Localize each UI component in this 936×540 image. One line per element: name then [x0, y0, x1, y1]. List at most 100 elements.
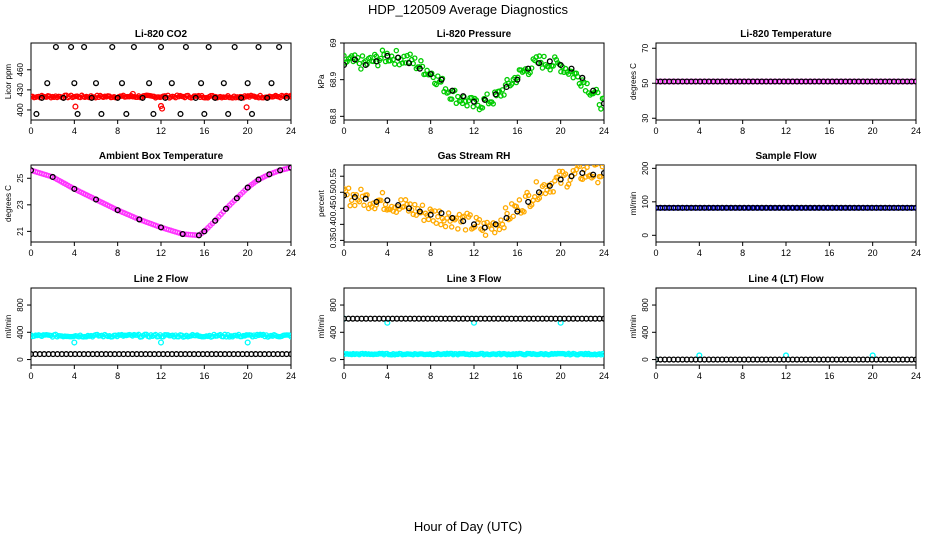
data-point [438, 210, 445, 217]
x-tick-label: 4 [72, 371, 77, 381]
data-point [192, 94, 199, 101]
data-point [416, 208, 423, 215]
x-tick-label: 20 [556, 126, 566, 136]
data-point [373, 202, 380, 208]
data-point [72, 103, 79, 110]
y-tick-label: 50 [641, 78, 650, 87]
data-point [205, 43, 212, 51]
data-point [464, 103, 470, 109]
data-point [370, 58, 376, 65]
data-point [427, 211, 434, 218]
data-point [399, 60, 406, 66]
x-tick-label: 16 [199, 371, 209, 381]
plot-area [344, 165, 604, 238]
data-point [499, 87, 506, 93]
data-point [599, 165, 604, 170]
data-point [449, 214, 456, 221]
data-point [546, 58, 553, 65]
plot-area [656, 204, 916, 211]
data-point [405, 208, 412, 214]
data-point [448, 96, 455, 102]
data-point [220, 80, 227, 87]
data-point [514, 76, 521, 83]
data-point [157, 224, 165, 231]
panel-4: Ambient Box Temperature degrees C 0 4 8 12 16 2… [4, 151, 296, 258]
data-point [536, 53, 543, 59]
panel-7: Line 2 Flow ml/min 0 4 8 12 16 20 24 0 400 800 [4, 274, 296, 381]
y-axis-label: ml/min [4, 315, 13, 339]
data-point [356, 60, 363, 67]
data-point [60, 94, 67, 101]
data-point [277, 167, 284, 174]
x-tick-label: 0 [341, 371, 346, 381]
data-point [157, 43, 165, 51]
data-point [351, 194, 358, 201]
data-point [590, 87, 597, 94]
data-point [130, 43, 137, 51]
data-point [444, 215, 450, 221]
data-point [388, 203, 395, 210]
x-tick-label: 12 [156, 126, 166, 136]
data-point [570, 74, 576, 81]
y-tick-label: 800 [329, 298, 338, 312]
plot-frame [655, 164, 917, 243]
data-point [521, 209, 527, 215]
data-point [541, 53, 547, 60]
y-tick-label: 21 [16, 226, 25, 235]
data-point [88, 94, 95, 101]
data-point [912, 204, 916, 211]
data-point [359, 53, 366, 59]
data-point [201, 228, 208, 235]
x-tick-label: 12 [781, 248, 791, 258]
data-point [533, 54, 540, 60]
data-point [600, 315, 604, 322]
data-point [384, 52, 391, 59]
data-point [596, 101, 603, 108]
x-tick-label: 20 [556, 371, 566, 381]
data-point [182, 43, 189, 51]
data-point [510, 213, 516, 220]
data-point [345, 185, 352, 191]
y-tick-label: 100 [641, 195, 650, 209]
data-point [225, 110, 232, 118]
data-point [139, 94, 146, 101]
y-tick-label: 430 [16, 83, 25, 97]
data-point [595, 89, 601, 96]
x-tick-label: 20 [243, 248, 253, 258]
data-point [452, 87, 458, 94]
data-point [418, 58, 424, 64]
data-point [373, 198, 380, 205]
panel-1: Li-820 CO2 Licor ppm 0 4 8 12 16 20 24 400 430 460 [4, 29, 296, 136]
x-tick-label: 4 [385, 371, 390, 381]
data-point [516, 197, 523, 203]
data-point [912, 78, 916, 85]
x-tick-label: 4 [385, 248, 390, 258]
data-point [481, 96, 488, 103]
data-point [532, 194, 538, 200]
data-point [81, 43, 88, 51]
data-point [255, 43, 262, 51]
data-point [177, 110, 184, 118]
data-point [238, 94, 245, 101]
x-tick-label: 4 [72, 126, 77, 136]
panel-title: Gas Stream RH [438, 151, 511, 162]
data-point [379, 47, 386, 54]
data-point [598, 173, 604, 180]
data-point [358, 66, 364, 72]
data-point [462, 98, 469, 104]
y-tick-label: 0.45 [329, 200, 338, 216]
x-tick-label: 16 [512, 248, 522, 258]
y-tick-label: 0.50 [329, 184, 338, 200]
data-point [508, 81, 515, 87]
data-point [401, 53, 407, 60]
data-point [492, 229, 498, 236]
panel-title: Ambient Box Temperature [99, 151, 224, 162]
data-point [912, 356, 916, 363]
data-point [378, 55, 384, 62]
data-point [222, 205, 230, 212]
data-point [390, 56, 396, 63]
data-point [558, 68, 564, 75]
data-point [416, 65, 423, 72]
x-tick-label: 12 [469, 248, 479, 258]
